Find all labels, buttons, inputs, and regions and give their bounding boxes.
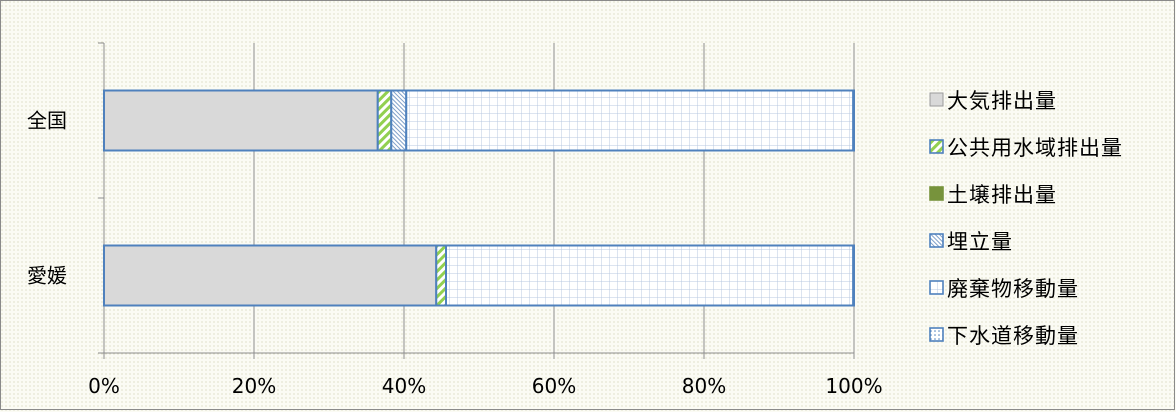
legend-label: 下水道移動量 bbox=[947, 324, 1079, 348]
bar-segment bbox=[852, 89, 855, 152]
legend-swatch bbox=[929, 92, 944, 107]
x-tick-label: 40% bbox=[382, 374, 426, 398]
legend-swatch bbox=[929, 186, 944, 201]
x-tick-label: 80% bbox=[682, 374, 726, 398]
bar-segment bbox=[390, 89, 408, 152]
bar-segment bbox=[852, 244, 855, 307]
x-tick-label: 100% bbox=[825, 374, 882, 398]
legend-label: 埋立量 bbox=[947, 230, 1013, 254]
legend-label: 廃棄物移動量 bbox=[947, 277, 1079, 301]
category-label: 全国 bbox=[27, 109, 67, 133]
x-tick-label: 0% bbox=[88, 374, 120, 398]
legend-swatch bbox=[929, 233, 944, 248]
bar-segment bbox=[435, 244, 447, 307]
legend-swatch bbox=[929, 280, 944, 295]
x-tick-label: 60% bbox=[532, 374, 576, 398]
bar-segment bbox=[103, 89, 379, 152]
legend-swatch bbox=[929, 327, 944, 342]
bars bbox=[103, 89, 855, 307]
category-label: 愛媛 bbox=[27, 264, 67, 288]
bar-segment bbox=[376, 89, 393, 152]
bar-segment bbox=[445, 244, 855, 307]
legend-label: 大気排出量 bbox=[947, 89, 1057, 113]
bar-segment bbox=[103, 244, 438, 307]
bar-segment bbox=[405, 89, 855, 152]
x-tick-label: 20% bbox=[232, 374, 276, 398]
legend-label: 公共用水域排出量 bbox=[947, 136, 1123, 160]
legend-swatch bbox=[929, 139, 944, 154]
legend-label: 土壌排出量 bbox=[947, 183, 1057, 207]
